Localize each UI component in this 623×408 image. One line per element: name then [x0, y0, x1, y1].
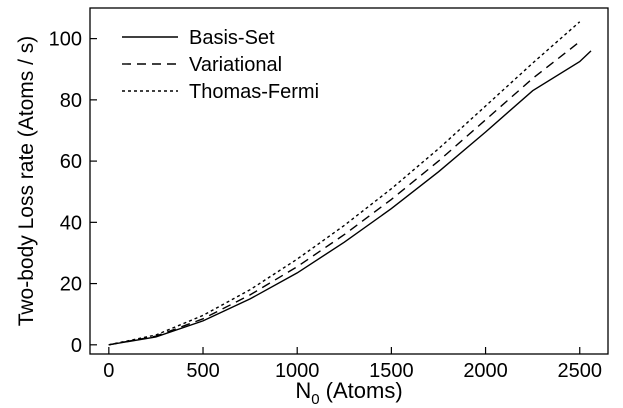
x-tick-label: 0: [103, 360, 114, 382]
series-line-thomas-fermi: [108, 21, 581, 346]
x-tick-label: 2000: [463, 360, 508, 382]
series-lines: [108, 21, 592, 346]
x-axis-label: N0 (Atoms): [295, 378, 402, 408]
y-axis-label: Two-body Loss rate (Atoms / s): [15, 36, 38, 327]
x-axis-label-subscript: 0: [311, 391, 319, 408]
legend-label: Thomas-Fermi: [189, 81, 319, 103]
legend: Basis-Set Variational Thomas-Fermi: [122, 27, 319, 103]
x-tick-label: 1500: [369, 360, 414, 382]
y-tick-label: 40: [60, 212, 82, 234]
y-tick-label: 0: [71, 335, 82, 357]
y-tick-label: 20: [60, 274, 82, 296]
plot-frame: [89, 7, 609, 355]
x-axis-label-rest: (Atoms): [320, 378, 403, 403]
x-tick-label: 1000: [275, 360, 320, 382]
x-axis-label-main: N: [295, 378, 311, 403]
x-tick-label: 2500: [557, 360, 602, 382]
series-line-basis-set: [108, 50, 592, 346]
plot-area: 0 500 1000 1500 2000 2500 0 20 40 60 80 100 Basis-S…: [49, 7, 609, 382]
y-tick-label: 80: [60, 90, 82, 112]
y-tick-label: 100: [49, 29, 82, 51]
series-line-variational: [108, 41, 581, 346]
y-tick-label: 60: [60, 151, 82, 173]
x-tick-label: 500: [186, 360, 219, 382]
legend-label: Variational: [189, 54, 282, 76]
axis-ticks: 0 500 1000 1500 2000 2500 0 20 40 60 80 100: [49, 29, 602, 382]
legend-label: Basis-Set: [189, 27, 275, 49]
